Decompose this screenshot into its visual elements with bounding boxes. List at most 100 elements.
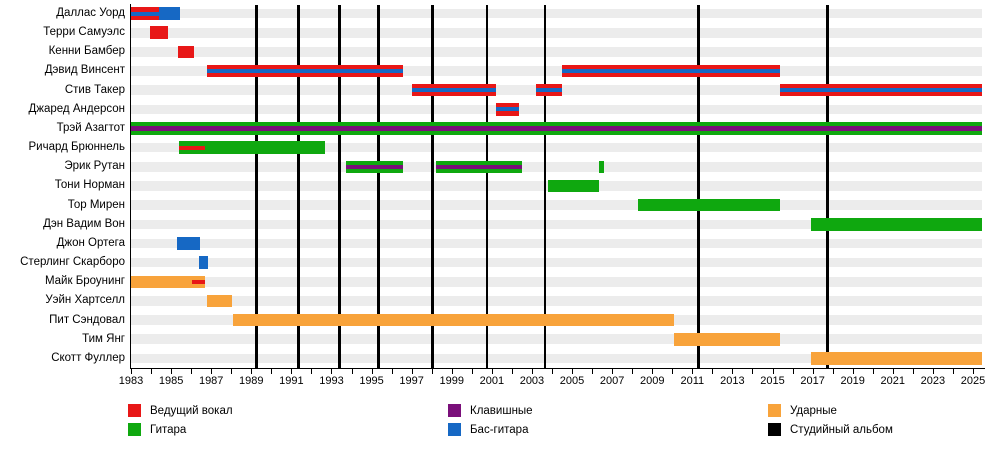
timeline-bar-guitar (345, 160, 403, 174)
legend-color-swatch-drums (768, 404, 781, 417)
axis-tick-label: 1999 (439, 375, 464, 387)
axis-tick (972, 369, 974, 374)
axis-tick (451, 369, 453, 374)
studio-album-line (297, 5, 300, 368)
member-row-track (131, 334, 982, 345)
timeline-bar-guitar (205, 141, 326, 154)
axis-tick (251, 369, 253, 374)
axis-tick-label: 2017 (800, 375, 825, 387)
member-name: Дэн Вадим Вон (43, 217, 125, 230)
member-name: Стерлинг Скарборо (20, 256, 125, 269)
member-row-track (131, 296, 982, 306)
axis-tick-label: 1991 (279, 375, 304, 387)
member-name: Стив Такер (64, 83, 125, 96)
axis-tick (912, 369, 914, 374)
timeline-bar-drums (192, 275, 206, 289)
axis-tick (191, 369, 193, 374)
axis-tick-label: 2001 (479, 375, 505, 387)
role-stripe-vocals (192, 279, 206, 284)
axis-tick (952, 369, 954, 374)
studio-album-line (431, 5, 434, 368)
axis-tick (171, 369, 173, 374)
axis-tick (231, 369, 233, 374)
member-name: Джаред Андерсон (28, 102, 125, 115)
axis-tick (131, 369, 132, 374)
axis-tick (612, 369, 614, 374)
axis-tick (812, 369, 814, 374)
member-row-track (131, 47, 982, 57)
axis-tick (391, 369, 393, 374)
studio-album-line (485, 5, 489, 368)
timeline-bar-drums (233, 313, 675, 327)
timeline-bar-bass (159, 7, 181, 20)
axis-tick (692, 369, 694, 374)
axis-tick-label: 1993 (319, 375, 344, 387)
timeline-bar-guitar (547, 179, 600, 193)
axis-tick-label: 1985 (158, 375, 184, 387)
axis-tick (551, 369, 553, 374)
role-stripe-vocals (179, 145, 206, 150)
member-name: Пит Сэндовал (49, 313, 125, 326)
axis-tick-label: 2015 (760, 375, 785, 387)
axis-tick (712, 369, 714, 374)
member-row-track (131, 353, 982, 364)
axis-tick-label: 1995 (359, 375, 384, 387)
legend-color-swatch-guitar (128, 423, 141, 436)
member-name: Тор Мирен (67, 198, 125, 211)
timeline-bar-vocals (207, 64, 403, 78)
legend-label-album: Студийный альбом (790, 423, 893, 436)
timeline-bar-vocals (535, 83, 562, 97)
member-name: Терри Самуэлс (43, 26, 125, 39)
axis-tick (672, 369, 674, 374)
axis-tick (271, 369, 273, 374)
legend-color-swatch-bass (448, 423, 461, 436)
timeline-bar-drums (674, 333, 780, 346)
axis-tick-label: 1987 (198, 375, 224, 387)
axis-tick (351, 369, 353, 374)
axis-tick (491, 369, 493, 374)
timeline-bar-vocals (411, 83, 496, 97)
member-row-track (131, 238, 982, 249)
axis-tick (411, 369, 413, 374)
studio-album-line (697, 5, 700, 368)
axis-tick (772, 369, 774, 374)
member-row-track (131, 276, 982, 287)
timeline-bar-drums (810, 352, 982, 365)
axis-tick (652, 369, 654, 374)
role-stripe-keyboards (131, 126, 982, 131)
role-stripe-keyboards (435, 164, 522, 169)
axis-tick-label: 2003 (519, 375, 545, 387)
member-name: Трэй Азагтот (56, 121, 125, 134)
role-stripe-bass (411, 88, 496, 93)
studio-album-line (255, 5, 258, 368)
studio-album-line (826, 5, 829, 368)
member-name: Скотт Фуллер (51, 351, 125, 364)
member-row-track (131, 142, 982, 153)
member-name: Ричард Брюннель (28, 141, 125, 154)
axis-tick (371, 369, 373, 374)
member-row-track (131, 162, 982, 172)
member-name: Кенни Бамбер (48, 45, 125, 58)
axis-tick (752, 369, 754, 374)
timeline-bar-bass (199, 256, 209, 269)
member-row-track (131, 27, 982, 38)
axis-tick (572, 369, 574, 374)
role-stripe-bass (562, 68, 780, 74)
role-stripe-bass (495, 107, 519, 112)
legend-color-swatch-album (768, 423, 781, 436)
legend-label-vocals: Ведущий вокал (150, 404, 233, 417)
axis-tick (431, 369, 433, 374)
member-name: Майк Броунинг (44, 275, 125, 288)
timeline-bar-guitar (599, 160, 605, 174)
axis-tick (632, 369, 634, 374)
axis-tick-label: 1983 (118, 375, 144, 387)
axis-tick-label: 2005 (559, 375, 585, 387)
axis-tick-label: 2013 (720, 375, 745, 387)
axis-tick (331, 369, 333, 374)
timeline-bar-vocals (495, 103, 519, 116)
axis-tick (832, 369, 834, 374)
studio-album-line (377, 5, 380, 368)
member-name: Тони Норман (54, 179, 125, 192)
studio-album-line (338, 5, 341, 368)
